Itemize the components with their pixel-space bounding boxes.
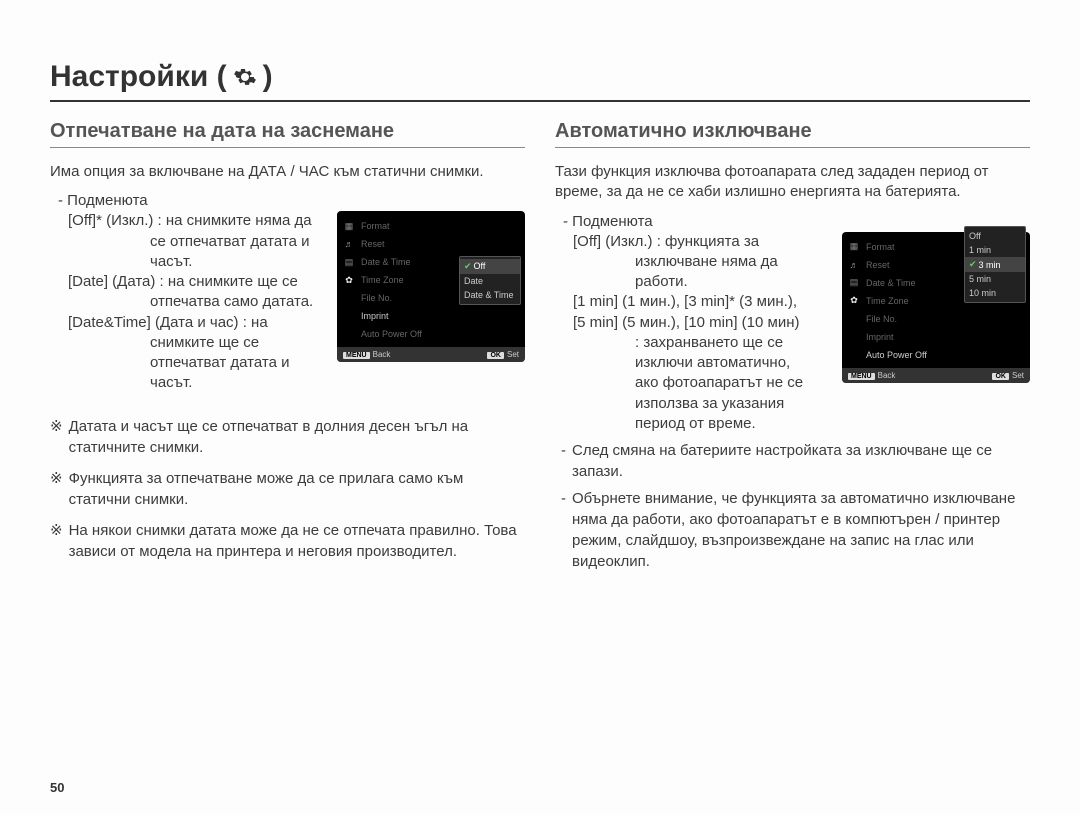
page-number: 50 [50, 780, 64, 795]
lcd-screenshot-auto-off: ▦Format ♬Reset Off 1 min ✔3 min 5 min 10… [842, 232, 1030, 383]
page-title: Настройки ( ) [50, 60, 1030, 102]
lcd-popup-right: Off 1 min ✔3 min 5 min 10 min [964, 226, 1026, 303]
options-text: [Off]* (Изкл.) : на снимките няма да се … [50, 211, 327, 393]
section-heading-auto-off: Автоматично изключване [555, 120, 1030, 148]
note-mark-icon: ※ [50, 416, 63, 458]
notes-list: ※Датата и часът ще се отпечатват в долни… [50, 416, 525, 562]
bullet-item: -Обърнете внимание, че функцията за авто… [555, 488, 1030, 572]
title-prefix: Настройки ( [50, 60, 227, 94]
intro-text-right: Тази функция изключва фотоапарата след з… [555, 162, 1030, 203]
submenu-label: - Подменюта [58, 192, 525, 209]
submenu-label-right: - Подменюта [563, 213, 1030, 230]
right-column: Автоматично изключване Тази функция изкл… [555, 120, 1030, 578]
gear-icon [233, 65, 257, 89]
lcd-screenshot-imprint: ▦Format ♬Reset ▤Date & Time2009/01/01 ✿T… [337, 211, 525, 362]
left-column: Отпечатване на дата на заснемане Има опц… [50, 120, 525, 578]
title-suffix: ) [263, 60, 273, 94]
options-text-right: [Off] (Изкл.) : функцията за изключване … [555, 232, 832, 435]
section-heading-imprint: Отпечатване на дата на заснемане [50, 120, 525, 148]
intro-text: Има опция за включване на ДАТА / ЧАС към… [50, 162, 525, 182]
bullet-item: -След смяна на батериите настройката за … [555, 440, 1030, 482]
